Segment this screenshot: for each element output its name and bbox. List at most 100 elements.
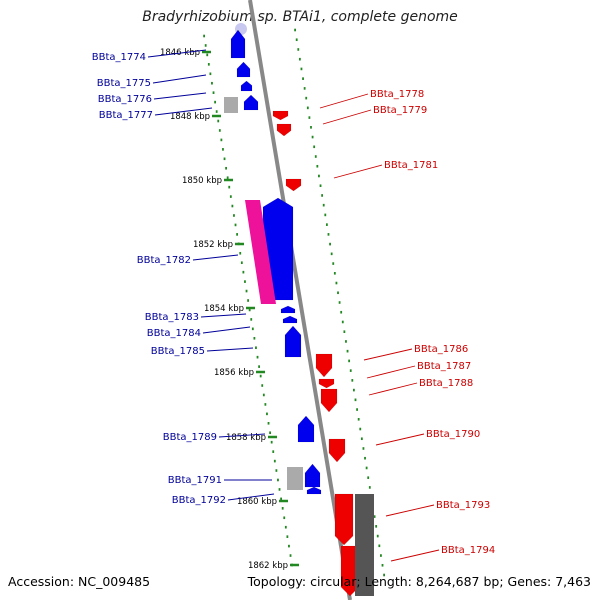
right-track-dot	[375, 525, 378, 528]
accession-text: Accession: NC_009485	[8, 574, 151, 589]
left-track-dot	[229, 195, 232, 198]
left-track-dot	[236, 233, 238, 236]
gene-label[interactable]: BBta_1777	[99, 110, 153, 121]
right-track-dot	[329, 242, 331, 246]
gene-label[interactable]: BBta_1792	[172, 495, 226, 506]
left-track-dot	[280, 497, 282, 501]
left-track-dot	[214, 100, 216, 104]
right-track-dot	[373, 515, 376, 518]
right-track-dot	[359, 427, 362, 431]
ruler-tick-label: 1850 kbp	[182, 176, 222, 186]
gene-label[interactable]: BBta_1785	[151, 346, 205, 357]
left-track-dot	[207, 63, 210, 66]
right-track-dot	[311, 135, 314, 139]
gene-label[interactable]: BBta_1789	[163, 432, 217, 443]
gene-forward[interactable]	[304, 463, 321, 488]
gene-forward[interactable]	[280, 305, 296, 314]
gene-reverse[interactable]	[334, 493, 354, 546]
gene-label[interactable]: BBta_1783	[145, 312, 199, 323]
right-track-dot	[297, 48, 300, 51]
gene-other[interactable]	[287, 467, 303, 490]
left-track-dot	[250, 318, 253, 321]
gene-label[interactable]: BBta_1788	[419, 378, 473, 389]
right-track-dot	[360, 437, 363, 441]
gene-label-leader	[319, 93, 369, 109]
gene-forward[interactable]	[230, 29, 246, 59]
right-track-dot	[300, 67, 303, 71]
gene-reverse[interactable]	[328, 438, 346, 463]
gene-pseudo[interactable]	[245, 200, 276, 304]
right-track-dot	[335, 281, 338, 285]
gene-forward[interactable]	[297, 415, 315, 443]
gene-forward[interactable]	[240, 80, 253, 92]
gene-labels: BBta_1774 BBta_1775 BBta_1776 BBta_1777 BBta…	[92, 49, 495, 562]
right-track-dot	[308, 116, 311, 119]
ruler-tick-label: 1854 kbp	[204, 304, 244, 314]
ruler-tick-label: 1860 kbp	[237, 497, 277, 507]
left-track-dot	[251, 327, 254, 331]
left-track-dot	[277, 478, 279, 482]
left-track-dot	[212, 91, 215, 94]
ruler-tick-label: 1862 kbp	[248, 561, 288, 571]
ruler-tick-label: 1852 kbp	[193, 240, 233, 250]
right-track-dot	[381, 563, 384, 567]
left-track-dot	[220, 138, 223, 142]
gene-label[interactable]: BBta_1790	[426, 429, 480, 440]
left-track-dot	[223, 157, 226, 161]
right-track-dot	[351, 379, 354, 382]
right-track-dot	[306, 106, 309, 110]
gene-reverse[interactable]	[320, 388, 338, 413]
gene-reverse[interactable]	[285, 178, 302, 192]
gene-label-leader	[375, 433, 425, 446]
left-track-dot	[278, 488, 281, 491]
right-track-dot	[362, 447, 365, 450]
gene-forward[interactable]	[306, 486, 322, 495]
gene-label[interactable]: BBta_1794	[441, 545, 495, 556]
gene-other[interactable]	[224, 97, 238, 113]
gene-label-leader	[366, 365, 416, 379]
gene-reverse[interactable]	[272, 110, 289, 121]
right-track-dot	[341, 320, 344, 324]
gene-forward[interactable]	[236, 61, 251, 78]
ruler-tick-label: 1848 kbp	[170, 112, 210, 122]
gene-label[interactable]: BBta_1776	[98, 94, 152, 105]
left-track-dot	[273, 459, 276, 463]
gene-label[interactable]: BBta_1778	[370, 89, 424, 100]
gene-label[interactable]: BBta_1786	[414, 344, 468, 355]
gene-label[interactable]: BBta_1781	[384, 160, 438, 171]
gene-reverse[interactable]	[318, 378, 335, 389]
right-track-dot	[321, 194, 324, 197]
gene-label-leader	[206, 347, 254, 352]
gene-reverse[interactable]	[315, 353, 333, 378]
gene-forward[interactable]	[243, 94, 259, 111]
gene-label[interactable]: BBta_1782	[137, 255, 191, 266]
gene-label-leader	[192, 254, 239, 261]
gene-label[interactable]: BBta_1774	[92, 52, 146, 63]
left-track-dot	[244, 280, 246, 283]
gene-label[interactable]: BBta_1775	[97, 78, 151, 89]
gene-forward[interactable]	[282, 315, 298, 324]
right-track-dot	[364, 456, 366, 460]
gene-label-leader	[152, 74, 207, 84]
gene-other[interactable]	[355, 494, 374, 596]
gene-label[interactable]: BBta_1787	[417, 361, 471, 372]
gene-label[interactable]: BBta_1784	[147, 328, 201, 339]
left-track-dot	[281, 507, 284, 510]
right-track-dot	[338, 301, 341, 304]
genome-backbone	[248, 0, 352, 600]
gene-forward[interactable]	[284, 325, 302, 358]
right-track-dot	[330, 252, 333, 256]
left-track-dot	[272, 450, 275, 453]
ruler-tick-label: 1858 kbp	[226, 433, 266, 443]
right-track-dot	[337, 291, 339, 295]
gene-label[interactable]: BBta_1791	[168, 475, 222, 486]
left-track-dot	[288, 544, 290, 548]
right-track-dot	[345, 340, 347, 343]
left-track-dot	[269, 431, 271, 435]
gene-label[interactable]: BBta_1793	[436, 500, 490, 511]
gene-reverse[interactable]	[276, 123, 292, 137]
gene-label[interactable]: BBta_1779	[373, 105, 427, 116]
left-track-dot	[226, 176, 229, 179]
left-track-dot	[253, 336, 256, 340]
